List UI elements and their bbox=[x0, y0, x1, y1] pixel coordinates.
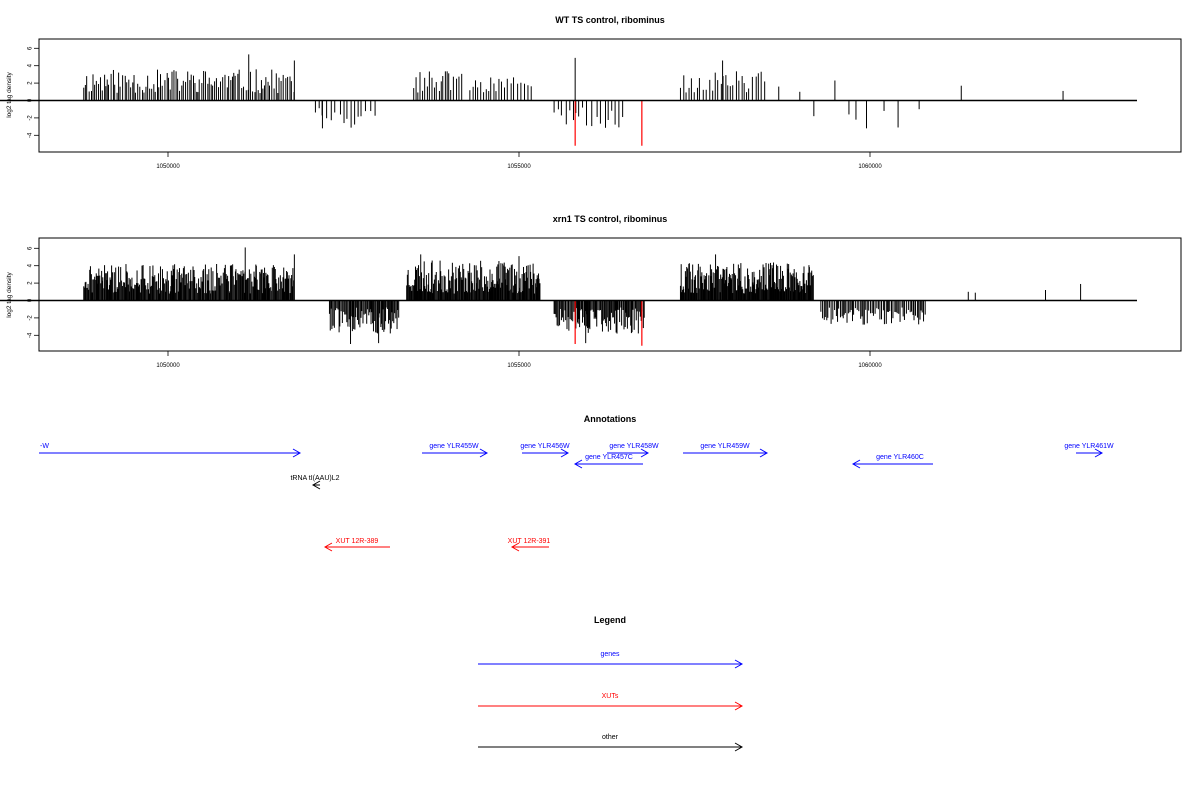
annotation-label: gene YLR457C bbox=[585, 454, 633, 461]
arrowhead bbox=[734, 659, 744, 669]
annotation-feature: gene YLR458W bbox=[607, 443, 659, 458]
annotation-feature: -W bbox=[39, 443, 302, 458]
arrowhead bbox=[323, 542, 333, 552]
arrowhead bbox=[311, 480, 321, 490]
arrowhead bbox=[479, 448, 489, 458]
y-tick-label: 2 bbox=[28, 81, 34, 85]
y-tick-label: -2 bbox=[28, 115, 34, 121]
y-tick-label: 2 bbox=[28, 281, 34, 285]
annotation-feature: gene YLR457C bbox=[573, 454, 643, 469]
y-tick-label: -4 bbox=[28, 332, 34, 338]
annotation-label: gene YLR459W bbox=[700, 443, 750, 450]
y-axis-label: log2 tag density bbox=[6, 271, 13, 317]
annotation-feature: XUT 12R-389 bbox=[323, 538, 390, 552]
annotation-label: gene YLR456W bbox=[520, 443, 570, 450]
bars bbox=[0, 247, 1137, 346]
annotations-panel: Annotations -W gene YLR455W gene YLR456W ge… bbox=[39, 414, 1114, 552]
annotation-feature: XUT 12R-391 bbox=[508, 538, 551, 552]
legend-item: XUTs bbox=[478, 693, 744, 711]
x-axis: 1050000 1055000 1060000 bbox=[156, 152, 882, 170]
arrowhead bbox=[759, 448, 769, 458]
chart-title: WT TS control, ribominus bbox=[555, 15, 665, 25]
annotations-title: Annotations bbox=[584, 414, 637, 424]
annotation-feature: gene YLR461W bbox=[1064, 443, 1114, 458]
annotation-label: XUT 12R-391 bbox=[508, 538, 551, 545]
y-axis-label: log2 tag density bbox=[6, 71, 13, 117]
y-tick-label: 6 bbox=[28, 246, 34, 250]
annotation-features: -W gene YLR455W gene YLR456W gene YLR458W ge… bbox=[39, 443, 1114, 552]
x-tick-label: 1055000 bbox=[507, 164, 531, 170]
y-tick-label: -4 bbox=[28, 132, 34, 138]
x-tick-label: 1050000 bbox=[156, 363, 180, 369]
arrowhead bbox=[851, 459, 861, 469]
y-tick-label: 6 bbox=[28, 46, 34, 50]
annotation-label: gene YLR458W bbox=[609, 443, 659, 450]
arrowhead bbox=[573, 459, 583, 469]
legend-item: genes bbox=[478, 651, 744, 669]
chart-title: xrn1 TS control, ribominus bbox=[553, 214, 668, 224]
arrowhead bbox=[292, 448, 302, 458]
x-tick-label: 1060000 bbox=[858, 363, 882, 369]
chart-panel-wt: WT TS control, ribominus log2 tag densit… bbox=[0, 15, 1182, 170]
arrowhead bbox=[510, 542, 520, 552]
annotation-label: gene YLR461W bbox=[1064, 443, 1114, 450]
annotation-feature: tRNA tI(AAU)L2 bbox=[290, 475, 340, 490]
annotation-feature: gene YLR460C bbox=[851, 454, 933, 469]
y-tick-label: 4 bbox=[28, 63, 34, 67]
annotation-label: XUT 12R-389 bbox=[336, 538, 379, 545]
y-tick-label: -2 bbox=[28, 315, 34, 321]
x-tick-label: 1050000 bbox=[156, 164, 180, 170]
legend-label: genes bbox=[600, 651, 620, 658]
legend-title: Legend bbox=[594, 615, 626, 625]
chart-panel-xrn1: xrn1 TS control, ribominus log2 tag dens… bbox=[0, 214, 1182, 369]
annotation-feature: gene YLR456W bbox=[520, 443, 570, 458]
y-tick-label: 4 bbox=[28, 263, 34, 267]
annotation-label: tRNA tI(AAU)L2 bbox=[290, 475, 339, 482]
y-axis: -4-20246 bbox=[28, 46, 39, 138]
bars bbox=[0, 54, 1137, 146]
annotation-feature: gene YLR459W bbox=[683, 443, 769, 458]
legend-item: other bbox=[478, 734, 744, 752]
annotation-label: gene YLR455W bbox=[429, 443, 479, 450]
plot-frame bbox=[38, 38, 1182, 153]
x-tick-label: 1060000 bbox=[858, 164, 882, 170]
annotation-feature: gene YLR455W bbox=[422, 443, 489, 458]
legend-label: other bbox=[602, 734, 619, 741]
arrowhead bbox=[734, 701, 744, 711]
arrowhead bbox=[1094, 448, 1104, 458]
legend-label: XUTs bbox=[602, 693, 619, 700]
arrowhead bbox=[560, 448, 570, 458]
legend-items: genes XUTs other bbox=[478, 651, 744, 752]
arrowhead bbox=[640, 448, 650, 458]
arrowhead bbox=[734, 742, 744, 752]
legend-panel: Legend genes XUTs other bbox=[478, 615, 744, 752]
x-axis: 1050000 1055000 1060000 bbox=[156, 351, 882, 369]
plot-frame bbox=[38, 237, 1182, 352]
annotation-label: -W bbox=[40, 443, 49, 450]
annotation-label: gene YLR460C bbox=[876, 454, 924, 461]
y-axis: -4-20246 bbox=[28, 246, 39, 338]
x-tick-label: 1055000 bbox=[507, 363, 531, 369]
